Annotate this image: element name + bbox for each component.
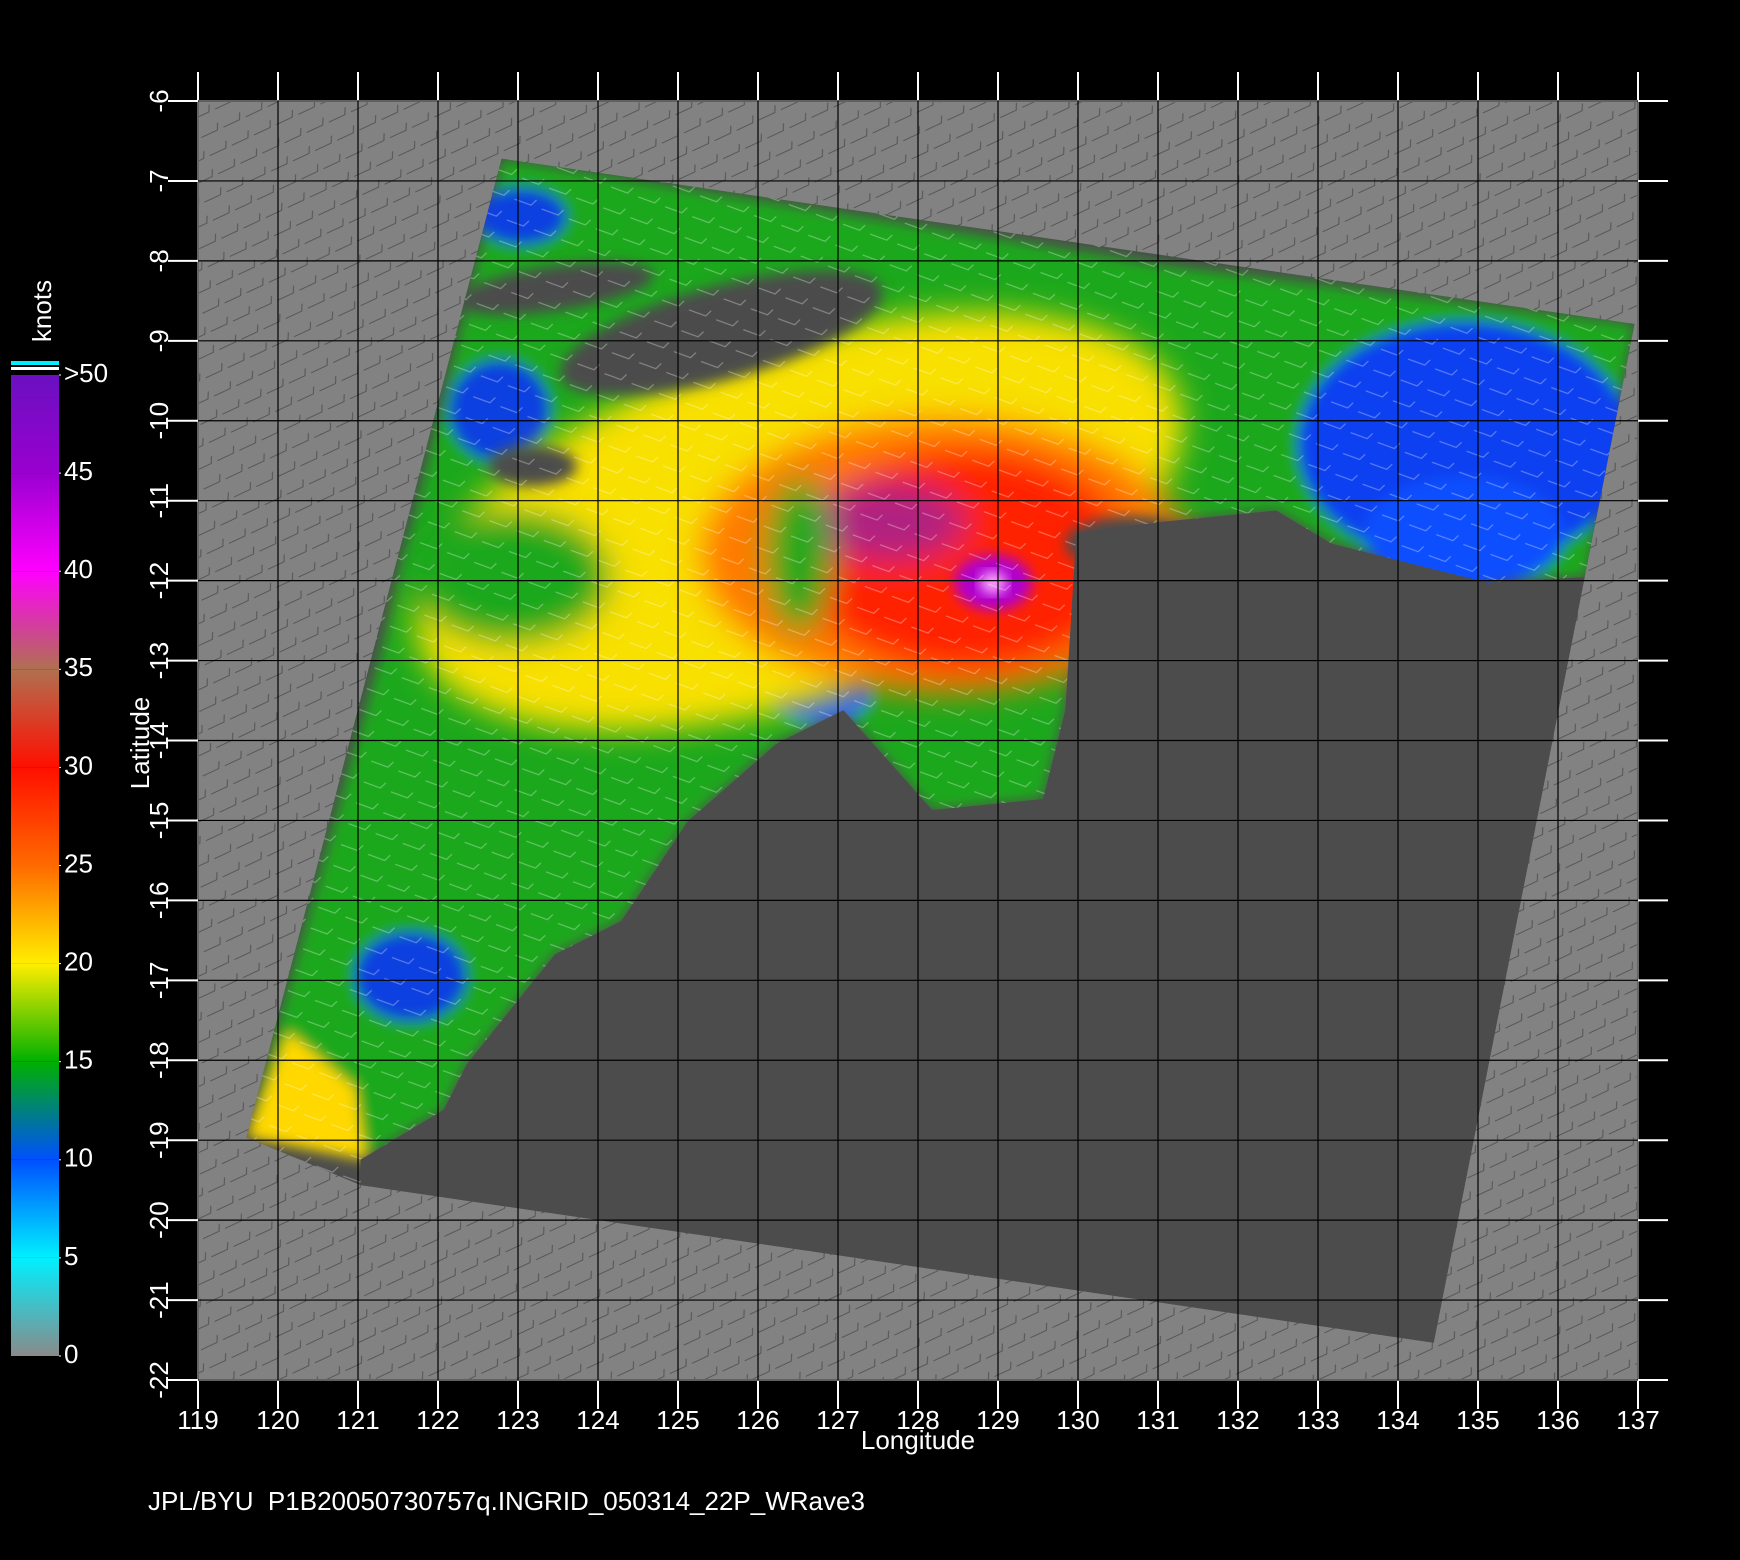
y-tick-label: -18 [144,1041,174,1079]
x-tick-label: 137 [1616,1405,1659,1435]
y-tick-label: -14 [144,722,174,760]
x-tick-label: 124 [576,1405,619,1435]
colorbar-band [11,669,59,768]
x-tick-label: 136 [1536,1405,1579,1435]
footer: JPL/BYU P1B20050730757q.INGRID_050314_22… [148,1486,865,1516]
colorbar-tick-label: 25 [64,848,93,878]
colorbar-tick-label: 45 [64,456,93,486]
colorbar-tick-label: 5 [64,1241,78,1271]
y-tick-label: -8 [144,249,174,272]
y-tick-label: -6 [144,89,174,112]
colorbar-tick-label: 30 [64,750,93,780]
colorbar-tick-label: 0 [64,1339,78,1369]
colorbar-band [11,571,59,670]
x-tick-label: 125 [656,1405,699,1435]
colorbar-band [11,767,59,866]
colorbar-cap [11,361,59,365]
x-axis-label: Longitude [861,1425,975,1455]
colorbar-tick-label: 20 [64,946,93,976]
colorbar-band [11,1061,59,1160]
y-tick-label: -12 [144,562,174,600]
x-tick-label: 133 [1296,1405,1339,1435]
y-tick-label: -9 [144,329,174,352]
colorbar-tick-label: >50 [64,358,108,388]
y-tick-label: -10 [144,402,174,440]
colorbar-band [11,375,59,474]
x-tick-label: 131 [1136,1405,1179,1435]
x-tick-label: 122 [416,1405,459,1435]
y-tick-label: -15 [144,802,174,840]
y-tick-label: -13 [144,642,174,680]
colorbar-tick-label: 40 [64,554,93,584]
x-tick-label: 127 [816,1405,859,1435]
y-tick-label: -20 [144,1201,174,1239]
colorbar-tick-label: 35 [64,652,93,682]
colorbar-tick-label: 10 [64,1143,93,1173]
y-tick-label: -11 [144,483,174,519]
colorbar-band [11,473,59,572]
x-tick-label: 128 [896,1405,939,1435]
y-axis-label: Latitude [125,697,155,790]
colorbar-cap [11,367,59,370]
x-tick-label: 130 [1056,1405,1099,1435]
x-tick-label: 134 [1376,1405,1419,1435]
colorbar-band [11,963,59,1062]
x-tick-label: 132 [1216,1405,1259,1435]
colorbar-band [11,865,59,964]
y-tick-label: -22 [144,1361,174,1399]
x-tick-label: 121 [336,1405,379,1435]
y-tick-label: -7 [144,169,174,192]
y-tick-label: -19 [144,1121,174,1159]
x-tick-label: 123 [496,1405,539,1435]
colorbar-band [11,1257,59,1356]
y-tick-label: -21 [144,1281,174,1319]
colorbar-band [11,1159,59,1258]
x-tick-label: 120 [256,1405,299,1435]
x-tick-label: 126 [736,1405,779,1435]
x-tick-label: 119 [177,1405,218,1435]
x-tick-label: 129 [976,1405,1019,1435]
y-tick-label: -16 [144,882,174,920]
x-tick-label: 135 [1456,1405,1499,1435]
y-tick-label: -17 [144,962,174,1000]
colorbar-label: knots [27,280,57,342]
colorbar-tick-label: 15 [64,1045,93,1075]
